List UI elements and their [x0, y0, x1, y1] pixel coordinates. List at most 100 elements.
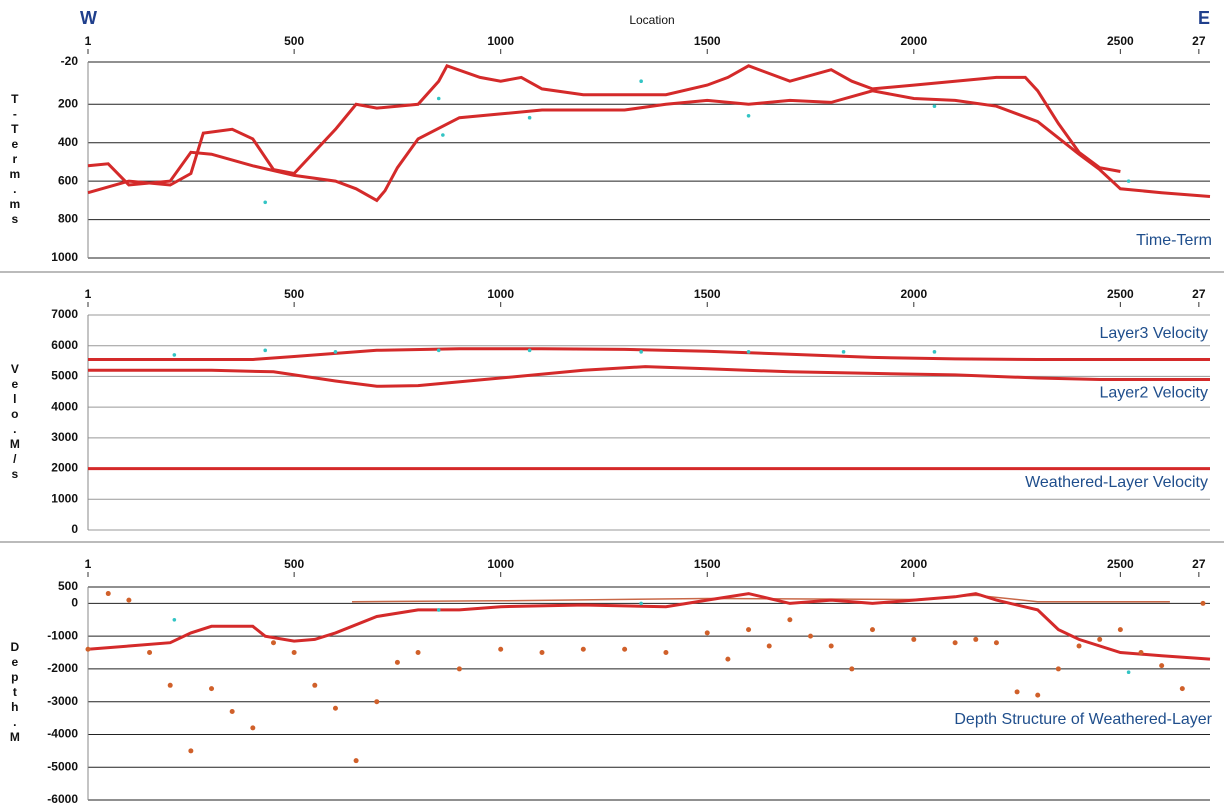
data-point: [229, 709, 235, 715]
y-tick-label: 0: [71, 596, 78, 610]
data-point: [725, 656, 731, 662]
data-point: [622, 646, 628, 652]
data-point: [663, 650, 669, 656]
data-point: [263, 348, 268, 353]
y-tick-label: -20: [61, 54, 79, 68]
series-line: [88, 365, 1210, 388]
y-tick-label: -2000: [47, 661, 78, 675]
data-point: [441, 133, 445, 137]
x-tick-label: 2500: [1107, 34, 1134, 48]
data-point: [1076, 643, 1082, 649]
x-tick-label: 1500: [694, 287, 721, 301]
series-line: [88, 347, 1210, 361]
x-tick-label: 1500: [694, 34, 721, 48]
y-tick-label: 7000: [51, 307, 78, 321]
data-point: [436, 608, 441, 612]
series-line: [87, 89, 1211, 203]
data-point: [527, 348, 532, 353]
west-label: W: [80, 8, 97, 28]
y-tick-label: 500: [58, 579, 78, 593]
annotation: Depth Structure of Weathered-Layer: [954, 711, 1212, 728]
data-point: [932, 350, 937, 354]
data-point: [849, 666, 855, 672]
x-axis-title: Location: [629, 13, 674, 27]
x-tick-label: 2500: [1107, 287, 1134, 301]
x-tick-label: 1: [85, 34, 92, 48]
data-point: [1117, 627, 1123, 633]
data-point: [188, 748, 194, 754]
data-point: [172, 617, 177, 622]
data-point: [456, 666, 462, 672]
data-point: [147, 650, 153, 656]
data-point: [436, 348, 441, 353]
data-point: [1097, 636, 1103, 642]
annotation: Time-Term: [1136, 232, 1212, 249]
y-tick-label: -4000: [47, 727, 78, 741]
x-tick-label: 500: [284, 557, 304, 571]
series-label: Layer2 Velocity: [1099, 385, 1208, 402]
x-tick-label: 500: [284, 34, 304, 48]
data-point: [291, 650, 297, 656]
y-tick-label: 1000: [51, 491, 78, 505]
data-point: [746, 350, 751, 354]
data-point: [353, 758, 359, 764]
series-label: Layer3 Velocity: [1099, 325, 1208, 342]
x-tick-label: 27: [1192, 287, 1206, 301]
data-point: [1179, 686, 1185, 692]
x-tick-label: 2500: [1107, 557, 1134, 571]
data-point: [270, 640, 276, 646]
data-point: [105, 591, 111, 597]
x-tick-label: 500: [284, 287, 304, 301]
y-tick-label: -1000: [47, 628, 78, 642]
data-point: [746, 627, 752, 633]
data-point: [746, 114, 751, 118]
data-point: [1055, 666, 1061, 672]
y-tick-label: 800: [58, 212, 78, 226]
y-tick-label: 2000: [51, 461, 78, 475]
x-tick-label: 1: [85, 557, 92, 571]
data-point: [209, 686, 215, 692]
data-point: [1126, 179, 1131, 183]
data-point: [993, 640, 999, 646]
y-tick-label: 1000: [51, 250, 78, 264]
data-point: [828, 643, 834, 649]
data-point: [639, 601, 643, 606]
x-tick-label: 2000: [900, 34, 927, 48]
y-axis-title: Velo.M/s: [8, 362, 22, 482]
y-tick-label: 400: [58, 135, 78, 149]
data-point: [580, 646, 586, 652]
series-line: [87, 63, 1121, 195]
data-point: [911, 636, 917, 642]
x-tick-label: 27: [1192, 34, 1206, 48]
data-point: [841, 350, 846, 354]
data-point: [639, 350, 643, 354]
data-point: [85, 646, 91, 652]
data-point: [527, 115, 532, 120]
data-point: [126, 597, 132, 603]
data-point: [263, 200, 268, 205]
x-tick-label: 2000: [900, 557, 927, 571]
y-tick-label: 4000: [51, 399, 78, 413]
data-point: [704, 630, 710, 636]
x-tick-label: 1500: [694, 557, 721, 571]
y-tick-label: 3000: [51, 430, 78, 444]
x-tick-label: 27: [1192, 557, 1206, 571]
x-tick-label: 1000: [487, 34, 514, 48]
data-point: [374, 699, 380, 705]
x-tick-label: 2000: [900, 287, 927, 301]
data-point: [973, 636, 979, 642]
data-point: [332, 705, 338, 711]
data-point: [172, 353, 177, 357]
x-tick-label: 1000: [487, 557, 514, 571]
data-point: [1159, 663, 1165, 669]
data-point: [952, 640, 958, 646]
data-point: [787, 617, 793, 623]
y-tick-label: -3000: [47, 694, 78, 708]
x-tick-label: 1: [85, 287, 92, 301]
data-point: [250, 725, 256, 731]
series-line: [87, 592, 1211, 661]
data-point: [539, 650, 545, 656]
y-tick-label: 200: [58, 96, 78, 110]
data-point: [639, 79, 643, 84]
